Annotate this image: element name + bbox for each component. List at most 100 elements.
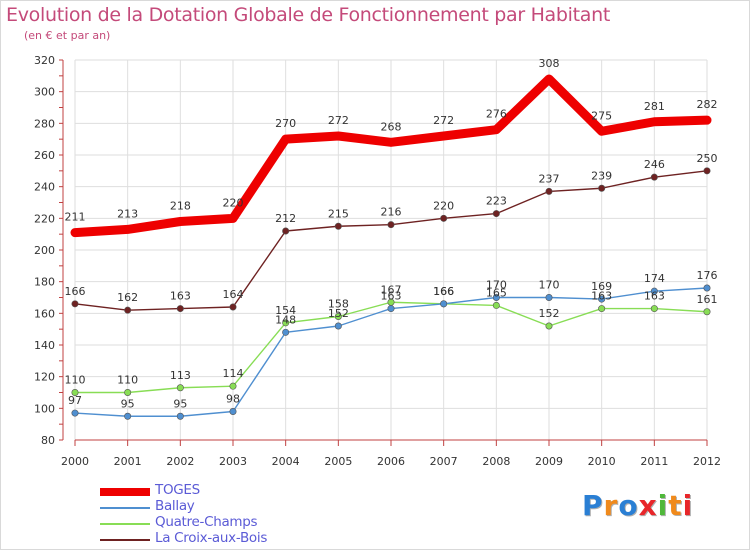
data-label: 152 — [539, 307, 560, 320]
data-label: 113 — [170, 369, 191, 382]
chart-title: Evolution de la Dotation Globale de Fonc… — [6, 4, 611, 26]
data-label: 163 — [170, 290, 191, 303]
data-label: 220 — [223, 196, 244, 209]
data-point — [598, 184, 606, 192]
data-point — [282, 227, 290, 235]
data-label: 220 — [433, 199, 454, 212]
x-tick-label: 2006 — [377, 455, 405, 468]
legend-item: Ballay — [100, 498, 360, 516]
data-point — [492, 293, 500, 301]
data-point — [229, 407, 237, 415]
data-point — [334, 312, 342, 320]
x-tick-label: 2004 — [272, 455, 300, 468]
data-point — [440, 214, 448, 222]
data-label: 162 — [117, 291, 138, 304]
logo-letter: x — [638, 489, 658, 522]
data-point — [650, 287, 658, 295]
y-tick-label: 320 — [34, 54, 55, 67]
logo-letter: r — [603, 489, 619, 522]
y-tick-label: 200 — [34, 244, 55, 257]
x-tick-label: 2000 — [61, 455, 89, 468]
data-point — [703, 167, 711, 175]
data-point — [545, 293, 553, 301]
data-label: 275 — [591, 109, 612, 122]
data-label: 166 — [65, 285, 86, 298]
data-label: 211 — [65, 211, 86, 224]
x-tick-label: 2008 — [482, 455, 510, 468]
data-label: 176 — [697, 269, 718, 282]
data-label: 154 — [275, 304, 296, 317]
y-tick-label: 260 — [34, 149, 55, 162]
x-tick-label: 2001 — [114, 455, 142, 468]
data-label: 163 — [381, 290, 402, 303]
legend-swatch — [100, 539, 150, 541]
y-tick-label: 140 — [34, 339, 55, 352]
data-point — [334, 322, 342, 330]
data-label: 163 — [591, 290, 612, 303]
series-group — [70, 74, 712, 420]
x-tick-label: 2005 — [324, 455, 352, 468]
data-point — [282, 328, 290, 336]
data-label: 281 — [644, 100, 665, 113]
data-point — [387, 305, 395, 313]
logo-letter: i — [682, 489, 694, 522]
data-labels: 211 213 218 220 270 272 268 272 276 308 275 281 282 9… — [65, 57, 718, 410]
data-point — [492, 210, 500, 218]
data-point — [650, 173, 658, 181]
data-point — [71, 300, 79, 308]
data-label: 110 — [65, 374, 86, 387]
axes: 80 100 120 140 160 180 200 220 240 260 280 300 320 20… — [34, 54, 721, 468]
y-tick-label: 160 — [34, 307, 55, 320]
legend-label: TOGES — [155, 482, 200, 498]
y-tick-label: 80 — [41, 434, 55, 447]
chart-subtitle: (en € et par an) — [24, 29, 111, 42]
data-point — [492, 301, 500, 309]
x-tick-label: 2010 — [588, 455, 616, 468]
x-tick-label: 2009 — [535, 455, 563, 468]
x-tick-label: 2002 — [166, 455, 194, 468]
legend-item: Quatre-Champs — [100, 514, 360, 532]
logo-letter: t — [668, 489, 683, 522]
grid — [74, 59, 708, 441]
data-point — [124, 388, 132, 396]
data-point — [282, 319, 290, 327]
data-point — [334, 222, 342, 230]
data-label: 282 — [697, 98, 718, 111]
data-point — [124, 412, 132, 420]
data-point — [124, 306, 132, 314]
data-point — [545, 322, 553, 330]
data-label: 213 — [117, 207, 138, 220]
data-point — [176, 305, 184, 313]
data-label: 237 — [539, 172, 560, 185]
legend: TOGES Ballay Quatre-Champs La Croix-aux-Boi… — [100, 482, 360, 548]
data-label: 218 — [170, 200, 191, 213]
legend-label: Ballay — [155, 498, 195, 514]
data-label: 95 — [121, 397, 135, 410]
data-label: 174 — [644, 272, 665, 285]
data-label: 268 — [381, 120, 402, 133]
data-point — [650, 305, 658, 313]
data-point — [387, 221, 395, 229]
data-label: 167 — [381, 283, 402, 296]
legend-item: TOGES — [100, 482, 360, 500]
data-point — [71, 388, 79, 396]
legend-swatch — [100, 523, 150, 525]
data-label: 110 — [117, 374, 138, 387]
data-label: 276 — [486, 108, 507, 121]
data-label: 166 — [433, 285, 454, 298]
data-label: 270 — [275, 117, 296, 130]
data-point — [229, 382, 237, 390]
data-label: 98 — [226, 393, 240, 406]
data-label: 152 — [328, 307, 349, 320]
y-tick-label: 300 — [34, 86, 55, 99]
data-label: 170 — [539, 279, 560, 292]
data-label: 164 — [223, 288, 244, 301]
x-tick-label: 2007 — [430, 455, 458, 468]
data-point — [176, 384, 184, 392]
data-label: 170 — [486, 279, 507, 292]
data-point — [440, 300, 448, 308]
data-label: 246 — [644, 158, 665, 171]
data-label: 169 — [591, 280, 612, 293]
data-label: 239 — [591, 169, 612, 182]
x-tick-label: 2003 — [219, 455, 247, 468]
